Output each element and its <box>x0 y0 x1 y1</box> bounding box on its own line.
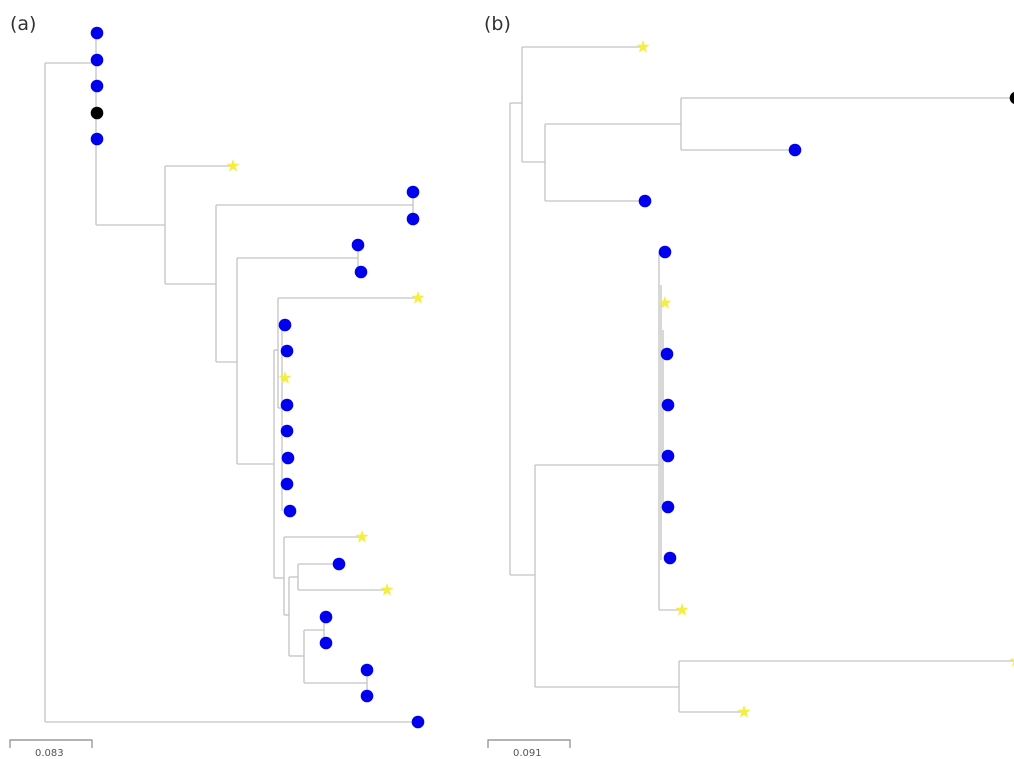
panel-b-label: (b) <box>484 13 511 35</box>
panel-a-tips <box>90 26 425 729</box>
tip-circle <box>280 477 294 491</box>
tip-star <box>355 530 369 543</box>
panel-a-label: (a) <box>10 13 36 35</box>
tip-star <box>226 159 240 172</box>
tip-circle <box>319 610 333 624</box>
tip-circle <box>280 424 294 438</box>
tip-circle <box>90 132 104 146</box>
tip-circle <box>351 238 365 252</box>
tip-star <box>636 40 650 53</box>
tip-circle <box>332 557 346 571</box>
tip-circle <box>354 265 368 279</box>
tip-circle <box>90 79 104 93</box>
panel-a-scale-label: 0.083 <box>35 748 64 759</box>
tip-circle <box>360 663 374 677</box>
panel-b-scale-label: 0.091 <box>513 748 542 759</box>
tip-star <box>675 603 689 616</box>
tip-star <box>658 296 672 309</box>
tip-circle <box>280 398 294 412</box>
tip-circle <box>90 26 104 40</box>
tip-star <box>411 291 425 304</box>
tip-circle <box>638 194 652 208</box>
tip-circle <box>280 344 294 358</box>
tip-star <box>1009 658 1014 667</box>
tip-circle <box>788 143 802 157</box>
tip-circle <box>406 185 420 199</box>
tip-circle <box>283 504 297 518</box>
panel-b: (b) <box>484 13 1014 759</box>
tip-circle <box>319 636 333 650</box>
tip-circle <box>661 500 675 514</box>
tip-circle <box>281 451 295 465</box>
tip-circle <box>661 449 675 463</box>
tip-circle <box>90 53 104 67</box>
tip-circle <box>411 715 425 729</box>
tip-star <box>380 583 394 596</box>
panel-b-scale-bar: 0.091 <box>487 739 571 759</box>
tip-circle <box>278 318 292 332</box>
tip-circle <box>661 398 675 412</box>
tip-circle <box>663 551 677 565</box>
panel-b-tips <box>636 40 1014 718</box>
tip-circle <box>660 347 674 361</box>
tip-circle <box>360 689 374 703</box>
tip-star <box>737 705 751 718</box>
tip-circle-black <box>90 106 104 120</box>
tip-circle <box>406 212 420 226</box>
panel-a-branches <box>44 33 418 723</box>
tip-circle <box>658 245 672 259</box>
panel-a: (a) <box>9 13 425 759</box>
tip-star <box>278 371 292 384</box>
panel-b-branches <box>509 46 1014 713</box>
panel-a-scale-bar: 0.083 <box>9 739 93 759</box>
tip-circle-black <box>1009 92 1014 104</box>
